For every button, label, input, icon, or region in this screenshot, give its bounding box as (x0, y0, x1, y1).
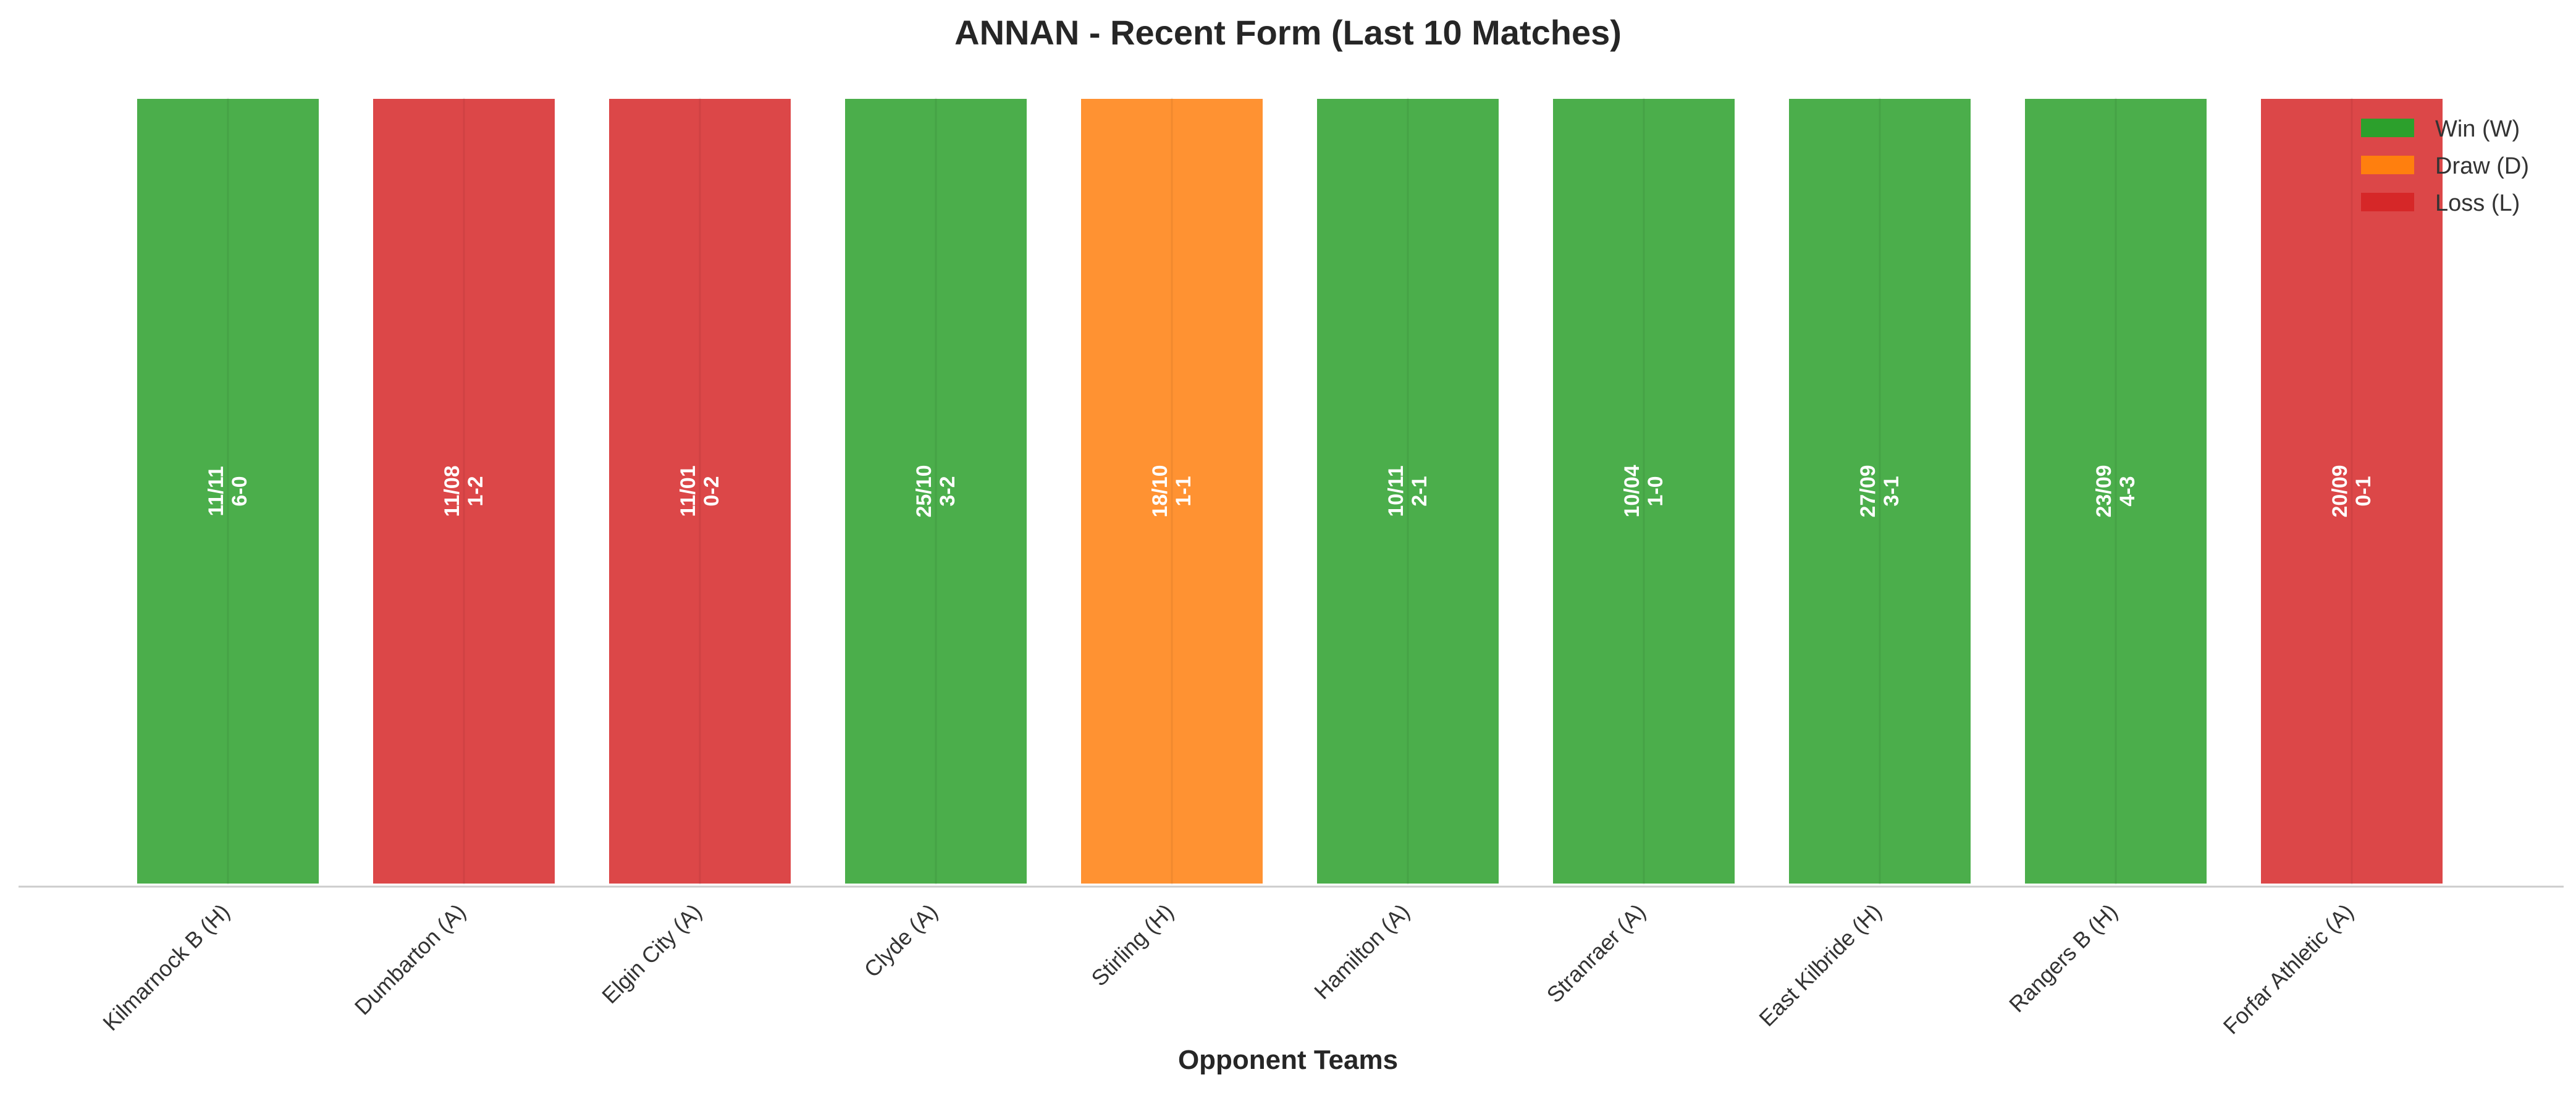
bar-date: 10/11 (1384, 465, 1408, 517)
bar-rect (2022, 96, 2209, 886)
x-tick-label: Forfar Athletic (A) (2218, 899, 2359, 1039)
bar-label: 10/041-0 (1620, 465, 1667, 517)
bar-score: 1-1 (1172, 476, 1195, 506)
bar-label: 11/010-2 (676, 465, 723, 517)
bar-score: 0-2 (700, 476, 723, 506)
legend-item-w: Win (W) (2361, 116, 2520, 142)
bar-4: 25/103-2 (843, 96, 1029, 886)
bar-date: 18/10 (1148, 465, 1172, 517)
bar-score: 1-2 (464, 476, 487, 506)
bar-7: 10/041-0 (1551, 96, 1737, 886)
bar-label: 23/094-3 (2092, 465, 2139, 517)
x-tick-label: Kilmarnock B (H) (98, 899, 234, 1036)
bar-label: 20/090-1 (2328, 465, 2375, 517)
bar-3: 11/010-2 (607, 96, 793, 886)
bar-label: 27/093-1 (1856, 465, 1903, 517)
bar-date: 11/01 (676, 465, 700, 517)
x-tick-label: Stranraer (A) (1542, 899, 1651, 1008)
x-tick-label: Clyde (A) (859, 899, 943, 982)
bar-rect (1551, 96, 1737, 886)
bar-score: 6-0 (228, 476, 251, 506)
legend-label: Win (W) (2435, 116, 2520, 142)
bar-1: 11/116-0 (135, 96, 321, 886)
bar-rect (1315, 96, 1501, 886)
bar-label: 18/101-1 (1148, 465, 1195, 517)
bar-score: 3-1 (1880, 476, 1903, 506)
bar-rect (135, 96, 321, 886)
bar-rect (2258, 96, 2445, 886)
bar-score: 3-2 (936, 476, 959, 506)
legend-item-l: Loss (L) (2361, 190, 2520, 216)
bar-rect (371, 96, 557, 886)
bar-date: 10/04 (1620, 465, 1644, 517)
bar-9: 23/094-3 (2022, 96, 2209, 886)
bar-label: 11/081-2 (440, 465, 487, 517)
legend-label: Draw (D) (2435, 153, 2529, 179)
bar-score: 1-0 (1644, 476, 1667, 506)
x-tick-label: Stirling (H) (1086, 899, 1178, 991)
bar-score: 2-1 (1408, 476, 1431, 506)
bar-5: 18/101-1 (1079, 96, 1265, 886)
bar-rect (1079, 96, 1265, 886)
bar-date: 11/11 (204, 466, 228, 516)
x-axis-label: Opponent Teams (1178, 1045, 1398, 1075)
bar-score: 4-3 (2116, 476, 2139, 506)
x-tick-labels: Kilmarnock B (H) Dumbarton (A) Elgin City … (98, 899, 2358, 1039)
legend-swatch (2361, 119, 2414, 137)
legend: Win (W) Draw (D) Loss (L) (2361, 116, 2529, 216)
bar-rect (1787, 96, 1973, 886)
legend-swatch (2361, 193, 2414, 211)
bar-8: 27/093-1 (1787, 96, 1973, 886)
bar-10: 20/090-1 (2258, 96, 2445, 886)
legend-label: Loss (L) (2435, 190, 2520, 216)
x-tick-label: East Kilbride (H) (1754, 899, 1886, 1031)
bar-label: 10/112-1 (1384, 465, 1431, 517)
chart-title: ANNAN - Recent Form (Last 10 Matches) (954, 13, 1622, 52)
legend-item-d: Draw (D) (2361, 153, 2529, 179)
bar-label: 11/116-0 (204, 466, 251, 516)
bar-date: 27/09 (1856, 465, 1880, 517)
bar-date: 23/09 (2092, 465, 2116, 517)
bar-score: 0-1 (2352, 476, 2375, 506)
bar-6: 10/112-1 (1315, 96, 1501, 886)
bar-rect (843, 96, 1029, 886)
bar-date: 11/08 (440, 465, 464, 517)
bar-rect (607, 96, 793, 886)
bars-group: 11/116-0 11/081-2 11/010-2 25/103-2 18/101-1… (135, 96, 2445, 886)
x-tick-label: Elgin City (A) (597, 899, 707, 1009)
legend-swatch (2361, 156, 2414, 174)
x-tick-label: Hamilton (A) (1309, 899, 1414, 1004)
x-tick-label: Rangers B (H) (2004, 899, 2123, 1018)
bar-date: 20/09 (2328, 465, 2352, 517)
bar-date: 25/10 (912, 465, 936, 517)
x-tick-label: Dumbarton (A) (350, 899, 471, 1020)
bar-2: 11/081-2 (371, 96, 557, 886)
bar-label: 25/103-2 (912, 465, 959, 517)
